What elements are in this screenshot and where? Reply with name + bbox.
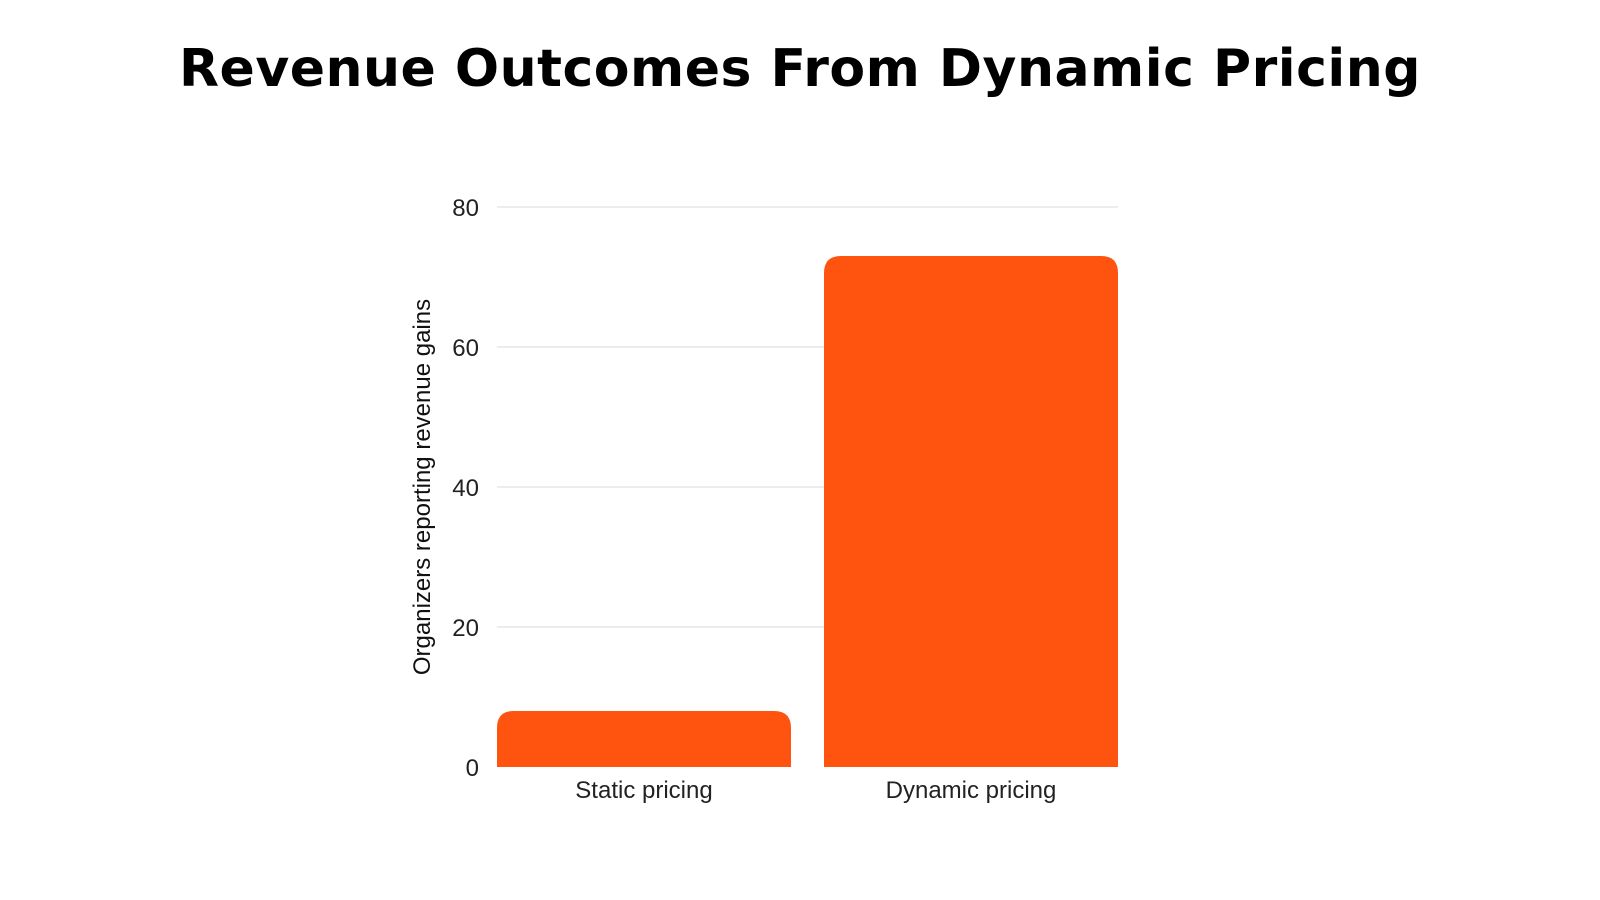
bar-static-pricing (497, 711, 791, 767)
y-axis-label: Organizers reporting revenue gains (409, 299, 436, 675)
y-tick-label-80: 80 (452, 195, 479, 222)
y-tick-label-40: 40 (452, 475, 479, 502)
x-tick-label-static-pricing: Static pricing (575, 777, 712, 804)
chart-title: Revenue Outcomes From Dynamic Pricing (179, 39, 1421, 99)
x-tick-label-dynamic-pricing: Dynamic pricing (886, 777, 1057, 804)
y-tick-label-60: 60 (452, 335, 479, 362)
y-tick-label-20: 20 (452, 615, 479, 642)
x-axis-ticks: Static pricing Dynamic pricing (575, 777, 1056, 804)
y-tick-label-0: 0 (466, 755, 479, 782)
bars (497, 256, 1118, 767)
y-axis-ticks: 0 20 40 60 80 (452, 195, 479, 782)
bar-dynamic-pricing (824, 256, 1118, 767)
